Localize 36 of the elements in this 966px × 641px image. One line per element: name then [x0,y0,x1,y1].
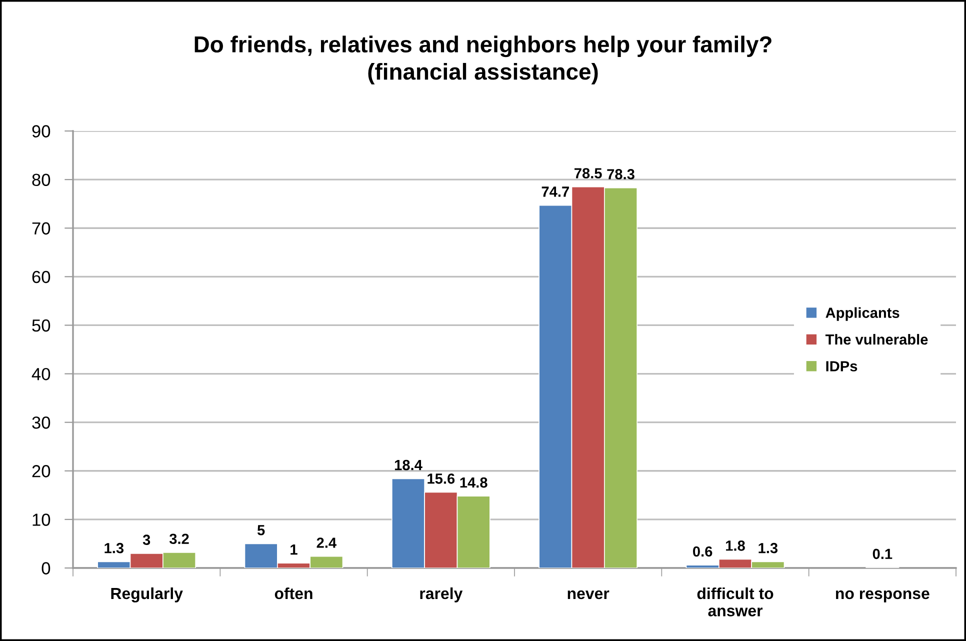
data-label: 78.5 [574,168,602,178]
y-tick-label: 80 [32,174,50,186]
data-label: 1.3 [104,542,124,554]
data-label: 1 [290,544,298,555]
x-tick-label: never [568,590,610,600]
data-label: 2.4 [316,538,336,548]
x-tick-label: no response [836,590,930,602]
data-label: 74.7 [542,186,569,197]
y-tick-label: 10 [32,514,50,526]
y-tick-label: 40 [32,368,50,380]
y-tick-label: 20 [32,465,50,478]
x-tick-label: difficult to answer [697,587,774,616]
y-tick-label: 30 [32,416,50,429]
y-tick-label: 70 [32,222,50,235]
data-label: 0.1 [872,548,892,560]
legend-label: Applicants [826,307,900,321]
legend-label: IDPs [826,361,858,372]
data-label: 3 [142,534,150,546]
data-label: 3.2 [169,534,189,544]
data-label: 18.4 [394,460,422,470]
data-label: 0.6 [693,546,712,557]
x-tick-label: Regularly [111,587,183,602]
y-tick-label: 50 [32,319,50,332]
legend-label: The vulnerable [825,334,928,345]
data-label: 78.3 [607,169,634,180]
y-tick-label: 90 [32,125,50,138]
data-label: 1.3 [758,542,778,554]
x-tick-label: often [274,587,312,600]
chart-title: Do friends, relatives and neighbors help your family? (financial assistance) [194,36,772,84]
data-label: 15.6 [428,473,455,484]
y-tick-label: 60 [32,270,50,284]
data-label: 14.8 [460,477,488,488]
data-label: 5 [257,525,265,536]
y-tick-label: 0 [42,562,50,574]
x-tick-label: rarely [420,587,463,602]
data-label: 1.8 [726,540,745,551]
